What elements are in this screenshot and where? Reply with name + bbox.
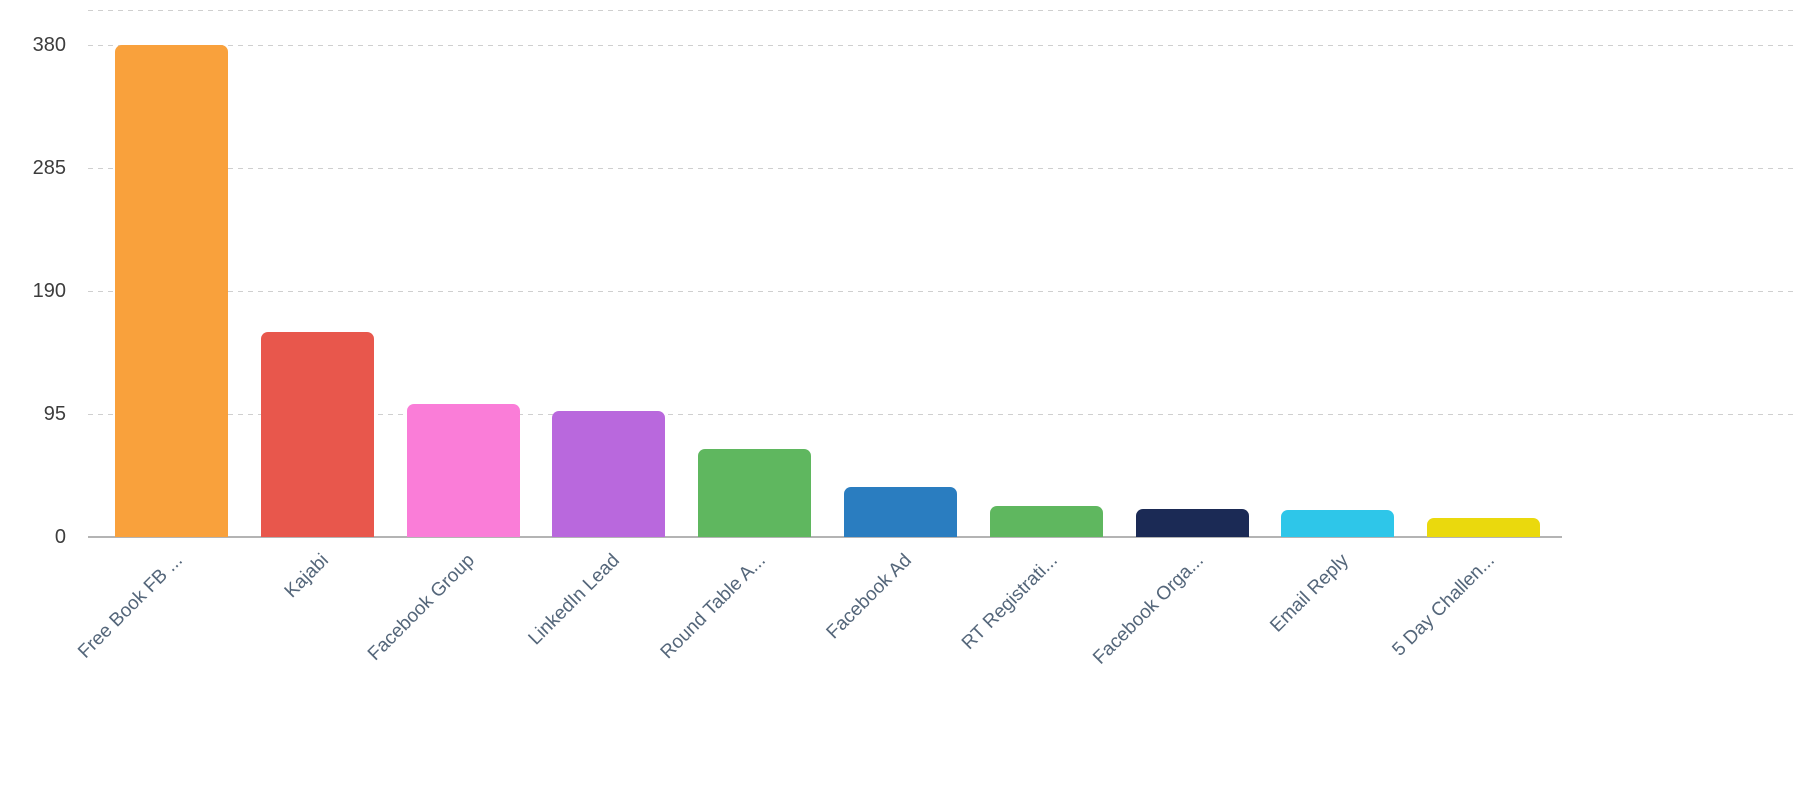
- gridline: [88, 168, 1798, 169]
- x-axis-category-label: Facebook Orga...: [1088, 550, 1208, 669]
- bar[interactable]: [1427, 518, 1540, 537]
- x-axis-category-label: Round Table A...: [656, 550, 770, 664]
- bar[interactable]: [115, 45, 228, 537]
- bar[interactable]: [1281, 510, 1394, 537]
- bar[interactable]: [552, 411, 665, 537]
- x-axis-category-label: Facebook Ad: [822, 550, 916, 644]
- y-axis-tick-label: 285: [32, 157, 66, 179]
- x-axis-category-label: Email Reply: [1265, 550, 1353, 637]
- bar[interactable]: [1136, 509, 1249, 537]
- y-axis-tick-label: 190: [32, 280, 66, 302]
- bar[interactable]: [844, 487, 957, 537]
- bar[interactable]: [698, 449, 811, 537]
- x-axis-category-label: Free Book FB ...: [73, 550, 187, 663]
- x-axis-category-label: RT Registrati...: [957, 550, 1062, 654]
- y-axis-tick-label: 0: [54, 526, 66, 548]
- bar[interactable]: [261, 332, 374, 537]
- x-axis-category-label: Facebook Group: [363, 550, 479, 665]
- bar[interactable]: [990, 506, 1103, 537]
- x-axis-category-label: LinkedIn Lead: [524, 550, 624, 650]
- gridline: [88, 45, 1798, 46]
- bar[interactable]: [407, 404, 520, 537]
- y-axis-tick-label: 95: [43, 403, 66, 425]
- y-axis-tick-label: 380: [32, 34, 66, 56]
- x-axis-category-label: Kajabi: [280, 550, 333, 603]
- x-axis-line: [88, 536, 1562, 538]
- gridline: [88, 414, 1798, 415]
- gridline: [88, 10, 1798, 11]
- gridline: [88, 291, 1798, 292]
- x-axis-category-label: 5 Day Challen...: [1387, 550, 1499, 661]
